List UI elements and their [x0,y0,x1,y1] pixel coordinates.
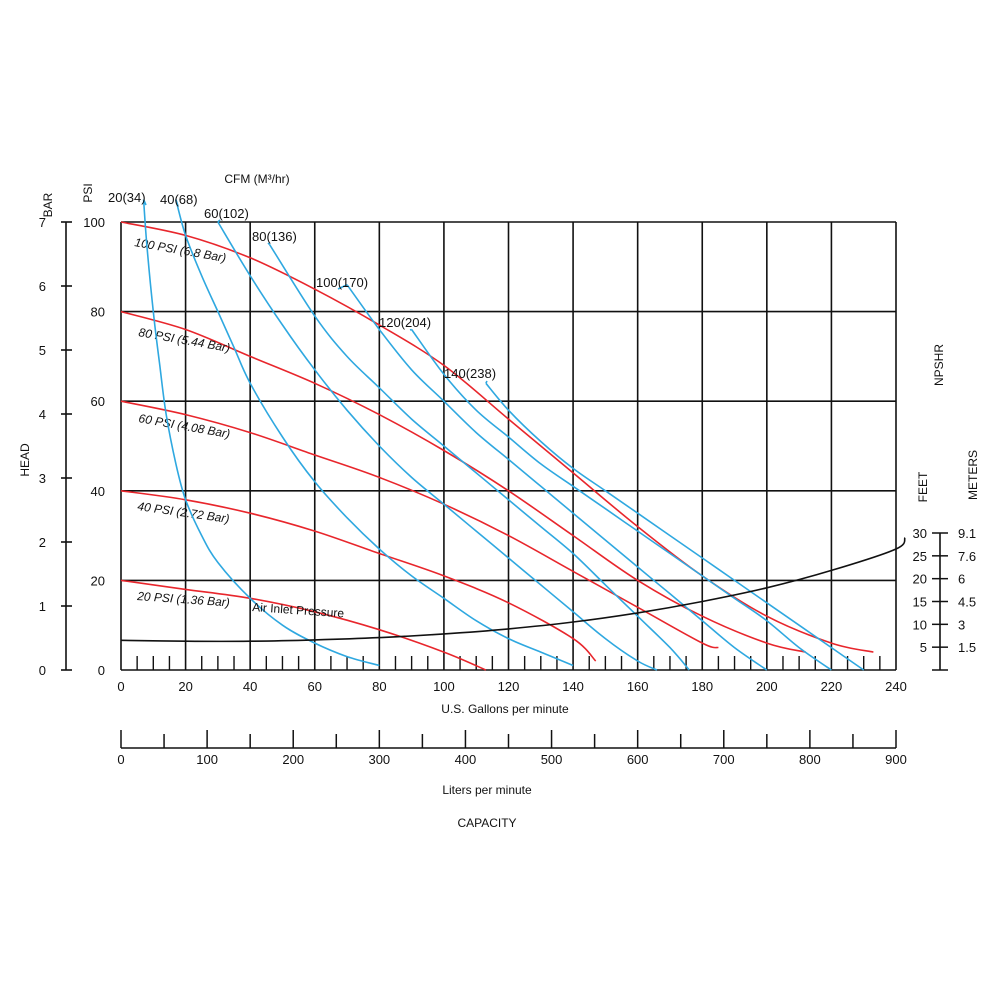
gpm-axis-tick-label: 40 [243,679,257,694]
gpm-axis-tick-label: 120 [498,679,520,694]
bar-axis-tick-label: 2 [39,535,46,550]
y-axis-bar-label: BAR [41,192,55,217]
liters-axis-tick-label: 500 [541,752,563,767]
npshr-meters-tick-label: 4.5 [958,595,976,610]
liters-axis-tick-label: 200 [282,752,304,767]
npshr-feet-tick-label: 20 [913,572,927,587]
npshr-feet-tick-label: 10 [913,617,927,632]
pressure-curve-label: 20 PSI (1.36 Bar) [136,589,230,610]
gpm-axis-tick-label: 200 [756,679,778,694]
psi-axis-tick-label: 100 [83,215,105,230]
air-consumption-label: 80(136) [252,229,297,244]
gpm-axis-tick-label: 20 [178,679,192,694]
air-curve-leader [337,283,348,290]
pressure-curve-label: 60 PSI (4.08 Bar) [137,411,231,441]
liters-axis-tick-label: 0 [117,752,124,767]
npshr-label: NPSHR [932,344,946,386]
gpm-axis-tick-label: 240 [885,679,907,694]
chart-grid [120,221,897,671]
air-consumption-curve [142,199,380,667]
pressure-curve [120,579,487,671]
gpm-axis-tick-label: 160 [627,679,649,694]
bar-axis-tick-label: 0 [39,663,46,678]
npshr-meters-tick-label: 9.1 [958,526,976,541]
head-label: HEAD [18,443,32,477]
air-consumption-label: 100(170) [316,275,368,290]
liters-axis-tick-label: 700 [713,752,735,767]
bar-axis-tick-label: 5 [39,343,46,358]
psi-axis-tick-label: 40 [91,484,105,499]
cfm-title: CFM (M³/hr) [224,172,289,186]
gpm-axis-tick-label: 140 [562,679,584,694]
air-curve-leader [217,219,221,223]
pressure-curve-label: 40 PSI (2.72 Bar) [137,499,231,526]
air-curve-leader [485,380,488,384]
liters-axis-tick-label: 800 [799,752,821,767]
npshr-feet-tick-label: 5 [920,640,927,655]
gpm-axis-tick-label: 60 [308,679,322,694]
psi-axis-tick-label: 20 [91,573,105,588]
npshr-meters-tick-label: 7.6 [958,549,976,564]
capacity-label: CAPACITY [457,816,516,830]
air-consumption-curve [485,382,865,671]
air-consumption-label: 40(68) [160,192,198,207]
liters-axis-tick-label: 100 [196,752,218,767]
bar-axis-tick-label: 4 [39,407,46,422]
npshr-feet-tick-label: 30 [913,526,927,541]
npshr-feet-tick-label: 25 [913,549,927,564]
air-curve-leader [267,242,271,245]
gpm-axis-tick-label: 180 [691,679,713,694]
gpm-axis-tick-label: 100 [433,679,455,694]
npshr-meters-tick-label: 6 [958,572,965,587]
bar-axis-tick-label: 3 [39,471,46,486]
pressure-curve [120,221,874,653]
feet-label: FEET [916,471,930,502]
liters-axis-tick-label: 400 [455,752,477,767]
x-axis-label: U.S. Gallons per minute [441,702,569,716]
psi-axis-tick-label: 60 [91,394,105,409]
gpm-axis-tick-label: 0 [117,679,124,694]
air-consumption-label: 20(34) [108,190,146,205]
liters-axis-tick-label: 300 [368,752,390,767]
npshr-meters-tick-label: 1.5 [958,640,976,655]
liters-axis-tick-label: 900 [885,752,907,767]
meters-label: METERS [966,450,980,500]
air-consumption-curve [268,243,690,671]
npshr-curve [120,537,906,643]
air-consumption-curve [217,221,658,671]
bar-axis-tick-label: 6 [39,279,46,294]
npshr-feet-tick-label: 15 [913,595,927,610]
psi-axis-tick-label: 80 [91,305,105,320]
bar-axis-tick-label: 1 [39,599,46,614]
gpm-axis-tick-label: 220 [821,679,843,694]
pressure-curve [120,310,806,653]
chart-labels: BAR PSI HEAD CFM (M³/hr) NPSHR FEET METE… [18,172,980,830]
air-consumption-label: 120(204) [379,315,431,330]
bar-axis-tick-label: 7 [39,215,46,230]
air-consumption-curve [410,329,832,671]
liters-axis-tick-label: 600 [627,752,649,767]
y-axis-psi-label: PSI [81,183,95,202]
gpm-axis-tick-label: 80 [372,679,386,694]
air-consumption-label: 140(238) [444,366,496,381]
psi-axis-tick-label: 0 [98,663,105,678]
chart-curves: 100 PSI (6.8 Bar)80 PSI (5.44 Bar)60 PSI… [108,190,906,671]
air-consumption-curve [346,284,768,671]
liters-axis-label: Liters per minute [442,783,532,797]
npshr-meters-tick-label: 3 [958,617,965,632]
air-inlet-label: Air Inlet Pressure [252,600,345,620]
air-consumption-label: 60(102) [204,206,249,221]
